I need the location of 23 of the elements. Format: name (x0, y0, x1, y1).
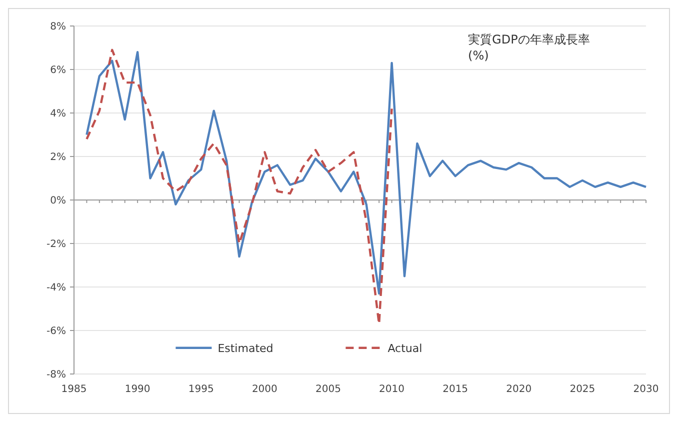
y-tick-label: 4% (50, 108, 66, 120)
x-tick-label: 2020 (506, 384, 532, 395)
x-tick-label: 1990 (124, 384, 150, 395)
y-tick-label: 0% (50, 196, 66, 206)
x-tick-label: 2000 (252, 384, 278, 395)
legend-label: Estimated (218, 342, 274, 355)
y-tick-label: -2% (46, 239, 66, 250)
line-series (86, 51, 648, 295)
y-tick-label: -4% (46, 282, 66, 294)
x-tick-label: 2005 (315, 384, 341, 395)
x-tick-label: 2010 (379, 384, 405, 395)
y-tick-label: 8% (50, 22, 66, 32)
y-tick-label: -8% (46, 370, 66, 380)
x-tick-label: 1985 (61, 384, 87, 395)
x-tick-label: 1995 (188, 384, 214, 395)
y-tick-label: 2% (50, 152, 66, 163)
x-tick-label: 2025 (570, 384, 596, 395)
y-tick-label: 6% (50, 65, 66, 76)
x-tick-label: 2030 (633, 384, 659, 395)
legend-label: Actual (388, 342, 422, 355)
x-tick-label: 2015 (442, 384, 468, 395)
text: 実質GDPの年率成長率 (%) (468, 32, 590, 62)
y-tick-label: -6% (46, 326, 66, 337)
